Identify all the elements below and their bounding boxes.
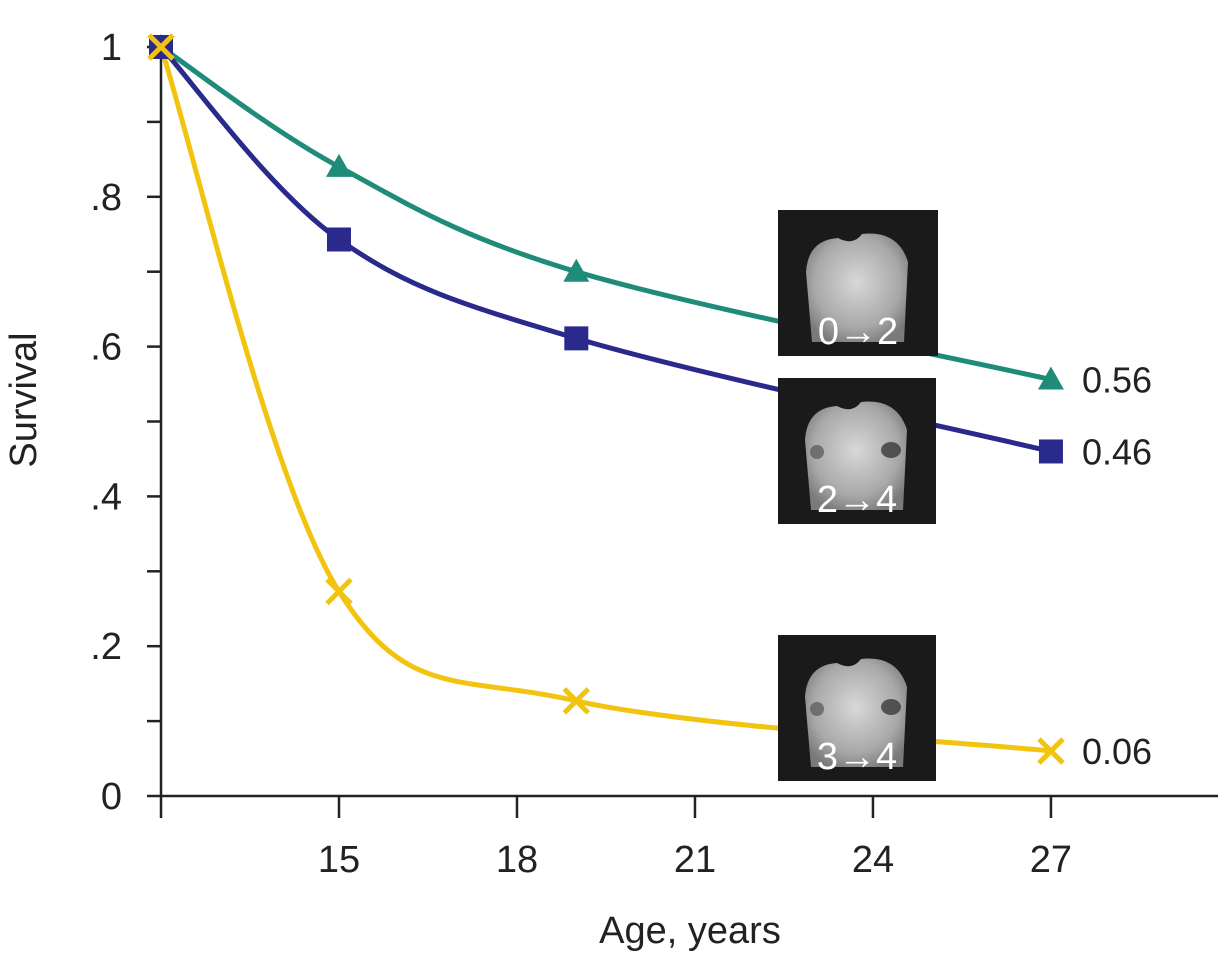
data-point-triangle	[563, 258, 590, 282]
data-point-square	[326, 227, 351, 252]
data-point-x	[325, 577, 353, 606]
axes: 0 .2 .4 .6 .8 1 15 18 21 24 27	[90, 27, 1218, 881]
end-value-label-1: 0.56	[1082, 360, 1152, 401]
series-markers	[147, 33, 1065, 765]
x-stroke	[562, 687, 591, 715]
tooth-image	[806, 233, 908, 342]
tooth-inset-3: 3→4	[778, 635, 936, 781]
y-tick-label: .4	[90, 476, 122, 518]
y-tick-label: .2	[90, 626, 122, 668]
end-value-label-2: 0.46	[1082, 431, 1152, 472]
data-point-x	[562, 687, 591, 715]
tooth-image	[805, 401, 907, 510]
end-labels: 0.56 0.46 0.06	[1082, 360, 1152, 773]
y-tick-label: .6	[90, 327, 122, 369]
x-tick-label: 24	[852, 839, 894, 881]
x-stroke	[1037, 737, 1065, 765]
data-point-x	[1037, 737, 1065, 765]
y-tick-label: .8	[90, 177, 122, 219]
x-tick-label: 18	[496, 839, 538, 881]
x-tick-label: 27	[1030, 839, 1072, 881]
tooth-image	[805, 658, 907, 767]
inset-label: 3→4	[817, 736, 897, 778]
x-tick-label: 15	[318, 839, 360, 881]
tooth-insets: 0→2 2→4 3→4	[778, 210, 938, 781]
end-value-label-3: 0.06	[1082, 731, 1152, 772]
tooth-inset-2: 2→4	[778, 378, 936, 524]
y-axis-title: Survival	[3, 332, 45, 467]
caries-lesion	[881, 442, 901, 458]
data-point-triangle	[325, 153, 352, 177]
tooth-inset-1: 0→2	[778, 210, 938, 356]
x-axis-title: Age, years	[599, 910, 781, 952]
y-tick-label: 1	[101, 27, 122, 69]
x-stroke	[325, 577, 353, 606]
caries-lesion	[810, 445, 824, 459]
data-point-x	[147, 33, 175, 61]
inset-label: 2→4	[817, 479, 897, 521]
caries-lesion	[881, 699, 901, 715]
y-tick-label: 0	[101, 776, 122, 818]
x-stroke	[147, 33, 175, 61]
data-point-triangle	[1037, 366, 1064, 390]
data-point-square	[1038, 439, 1063, 464]
x-tick-label: 21	[674, 839, 716, 881]
inset-label: 0→2	[818, 311, 898, 353]
data-point-square	[564, 326, 589, 351]
caries-lesion	[810, 702, 824, 716]
